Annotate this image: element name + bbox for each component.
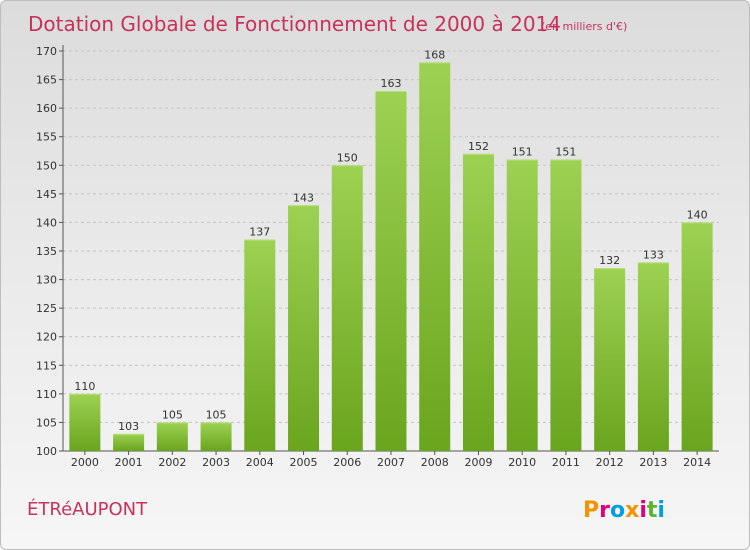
y-tick-label: 110	[36, 388, 57, 401]
y-tick-label: 100	[36, 445, 57, 458]
y-tick-label: 170	[36, 45, 57, 58]
y-tick-label: 135	[36, 245, 57, 258]
logo-letter: i	[657, 498, 665, 523]
y-tick-label: 150	[36, 159, 57, 172]
proxiti-logo: Proxiti	[583, 498, 665, 523]
x-tick-label: 2010	[508, 456, 536, 469]
bar	[331, 165, 363, 452]
x-tick-label: 2011	[552, 456, 580, 469]
x-tick-label: 2004	[246, 456, 274, 469]
y-tick-label: 160	[36, 102, 57, 115]
commune-name: ÉTRéAUPONT	[27, 498, 148, 520]
bar-value-label: 137	[249, 226, 270, 239]
bar	[288, 205, 320, 451]
bar-value-label: 150	[337, 151, 358, 164]
bar-value-label: 151	[512, 146, 533, 159]
bar-value-label: 105	[162, 408, 183, 421]
bar	[375, 91, 407, 451]
bar-value-label: 168	[424, 48, 445, 61]
x-tick-label: 2003	[202, 456, 230, 469]
y-tick-label: 120	[36, 331, 57, 344]
y-tick-label: 125	[36, 302, 57, 315]
plot-area: 100 105 110 115 120 125 130 135 140 145 150 155 160 1…	[36, 45, 719, 469]
x-tick-label: 2000	[71, 456, 99, 469]
chart-subtitle: (en milliers d'€)	[541, 20, 627, 33]
x-tick-label: 2005	[290, 456, 318, 469]
bar	[69, 393, 101, 451]
bar	[462, 153, 494, 451]
bar-value-label: 103	[118, 420, 139, 433]
x-tick-label: 2013	[639, 456, 667, 469]
y-tick-label: 130	[36, 274, 57, 287]
logo-letter: r	[599, 498, 610, 523]
bar	[200, 422, 232, 451]
y-tick-label: 140	[36, 216, 57, 229]
bar	[156, 422, 188, 451]
bar-value-label: 132	[599, 254, 620, 267]
x-tick-label: 2009	[464, 456, 492, 469]
bar	[506, 159, 538, 452]
y-tick-label: 105	[36, 416, 57, 429]
bar-value-label: 143	[293, 191, 314, 204]
logo-letter: t	[647, 498, 658, 523]
y-tick-label: 155	[36, 131, 57, 144]
bar-value-label: 140	[687, 208, 708, 221]
bar	[637, 262, 669, 451]
x-tick-label: 2001	[115, 456, 143, 469]
bar-value-label: 133	[643, 248, 664, 261]
y-tick-label: 115	[36, 359, 57, 372]
y-tick-label: 145	[36, 188, 57, 201]
y-tick-label: 165	[36, 74, 57, 87]
x-tick-label: 2006	[333, 456, 361, 469]
bar	[419, 62, 451, 452]
bar	[113, 433, 145, 451]
logo-letter: o	[610, 498, 625, 523]
chart-title: Dotation Globale de Fonctionnement de 20…	[28, 12, 561, 36]
x-tick-label: 2007	[377, 456, 405, 469]
x-tick-label: 2002	[158, 456, 186, 469]
bar-value-label: 163	[381, 77, 402, 90]
logo-letter: P	[583, 498, 599, 523]
bar-value-label: 105	[206, 408, 227, 421]
bar	[550, 159, 582, 452]
bar-value-label: 152	[468, 140, 489, 153]
bar-value-label: 110	[74, 380, 95, 393]
x-tick-label: 2014	[683, 456, 711, 469]
bar	[594, 268, 626, 451]
bar	[681, 222, 713, 451]
logo-letter: i	[639, 498, 647, 523]
x-tick-label: 2012	[596, 456, 624, 469]
bar-value-label: 151	[555, 146, 576, 159]
bar	[244, 239, 276, 451]
x-tick-label: 2008	[421, 456, 449, 469]
logo-letter: x	[625, 498, 639, 523]
